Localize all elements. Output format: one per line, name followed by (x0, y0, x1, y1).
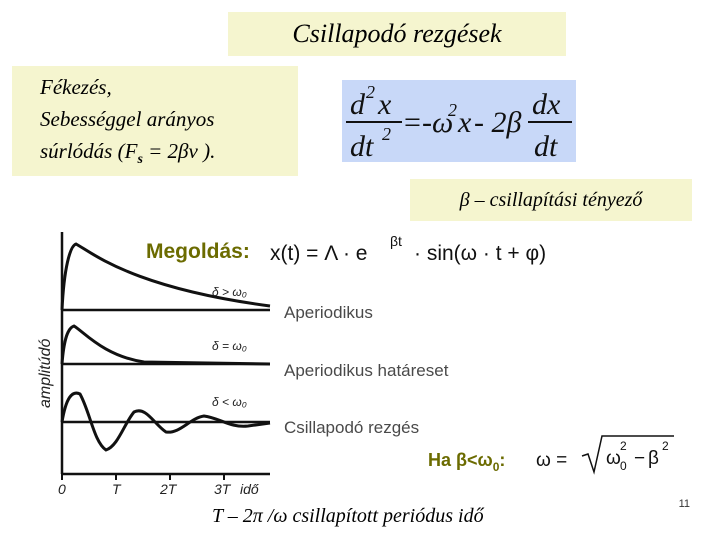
eq-x-mid: x (457, 106, 472, 139)
label-damped: Csillapodó rezgés (284, 418, 419, 437)
damped-oscillation-figure: Megoldás: x(t) = Λ · e βt · sin(ω · t + … (34, 228, 690, 498)
eq-exp-top: 2 (366, 82, 375, 102)
y-axis-label: amplitúdó (37, 339, 54, 408)
eq-equals: = (404, 106, 421, 139)
omega-minus: − (634, 448, 645, 469)
x-tick-ido: idő (240, 481, 259, 497)
eq-dx: dx (532, 88, 561, 121)
solution-formula-left: x(t) = Λ · e (270, 242, 367, 265)
damping-factor-label: β – csillapítási tényező (410, 179, 692, 221)
eq-omega-exp: 2 (448, 100, 457, 120)
eq-x-top: x (377, 88, 392, 121)
eq-dt-bottom: dt (350, 130, 374, 162)
friction-line-1: Fékezés, (40, 75, 112, 99)
friction-line-3: súrlódás (Fs = 2βv ). (40, 139, 216, 168)
curve2-annotation: δ = ω₀ (212, 339, 247, 353)
eq-d-top: d (350, 88, 366, 121)
omega-rad-a-sub: 0 (620, 459, 627, 473)
solution-formula-exp: βt (390, 233, 402, 249)
differential-equation-svg: d 2 x dt 2 = -ω 2 x - 2β dx dt (346, 82, 572, 163)
x-tick-0: 0 (58, 481, 66, 497)
solution-formula-right: · sin(ω · t + φ) (414, 242, 546, 265)
eq-2beta: - 2β (474, 106, 521, 139)
omega-rad-a-exp: 2 (620, 439, 627, 453)
slide-title: Csillapodó rezgések (228, 12, 566, 56)
x-tick-3T: 3T (214, 481, 232, 497)
label-critical: Aperiodikus határeset (284, 361, 449, 380)
curve-damped (60, 391, 271, 452)
damped-oscillation-svg: Megoldás: x(t) = Λ · e βt · sin(ω · t + … (37, 232, 674, 497)
x-tick-2T: 2T (159, 481, 178, 497)
solution-label: Megoldás: (146, 240, 250, 263)
label-aperiodic: Aperiodikus (284, 303, 373, 322)
eq-dt: dt (534, 130, 558, 162)
omega-rad-a: ω (606, 448, 621, 469)
omega-rad-b-exp: 2 (662, 439, 669, 453)
omega-rad-b: β (648, 448, 659, 469)
friction-line-2: Sebességgel arányos (40, 107, 215, 131)
omega-formula-left: ω = (536, 450, 567, 471)
curve1-annotation: δ > ω₀ (212, 285, 247, 299)
page-number: 11 (678, 498, 690, 510)
curve-aperiodic (60, 242, 271, 311)
friction-description-box: Fékezés, Sebességgel arányos súrlódás (F… (12, 66, 298, 176)
sqrt-sign (581, 435, 674, 475)
eq-exp-bottom: 2 (382, 124, 391, 144)
x-tick-T: T (112, 481, 122, 497)
omega-formula: ω = ω 2 0 − β 2 (536, 435, 674, 475)
differential-equation: d 2 x dt 2 = -ω 2 x - 2β dx dt (342, 80, 576, 163)
curve3-annotation: δ < ω₀ (212, 395, 247, 409)
period-label: T – 2π /ω csillapított periódus idő (212, 505, 484, 527)
eq-omega: -ω (422, 106, 453, 139)
condition-label: Ha β<ω0: (428, 450, 505, 474)
curve-critical (60, 324, 271, 366)
